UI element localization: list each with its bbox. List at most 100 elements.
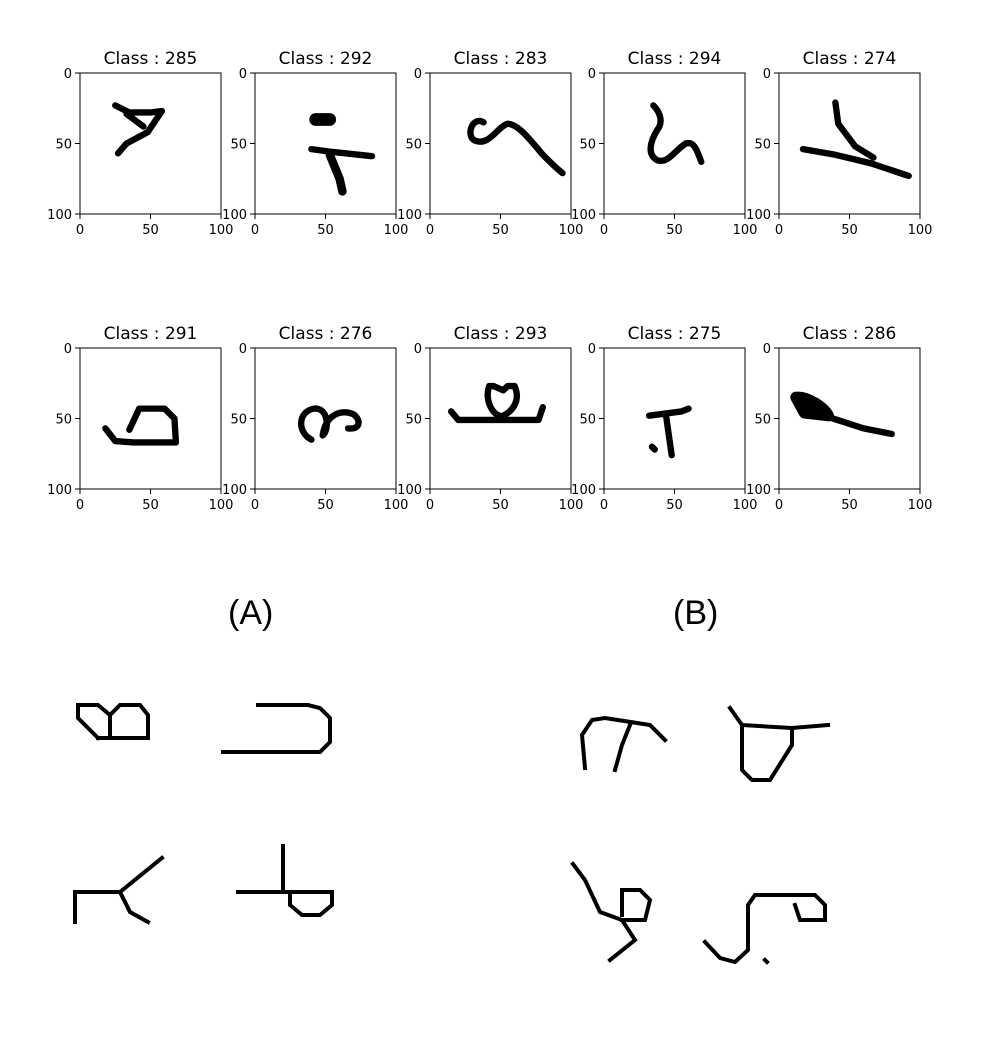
glyph-stroke bbox=[796, 397, 828, 415]
y-tick-label: 50 bbox=[754, 413, 771, 428]
y-tick-label: 100 bbox=[222, 483, 247, 498]
x-tick-label: 100 bbox=[209, 223, 234, 238]
286-icon bbox=[796, 397, 892, 434]
glyph-stroke bbox=[115, 105, 162, 112]
293-icon bbox=[451, 386, 543, 420]
y-tick-label: 0 bbox=[239, 342, 247, 357]
y-tick-label: 50 bbox=[579, 413, 596, 428]
plot-title: Class : 291 bbox=[104, 324, 198, 344]
y-tick-label: 100 bbox=[397, 483, 422, 498]
y-tick-label: 0 bbox=[64, 67, 72, 82]
plot-panel: Class : 275 0 0 50 50 100 100 bbox=[571, 324, 757, 513]
glyph-stroke bbox=[301, 409, 358, 440]
x-tick-label: 100 bbox=[384, 223, 409, 238]
plot-frame bbox=[80, 348, 221, 489]
x-tick-label: 0 bbox=[76, 223, 84, 238]
plot-panel: Class : 292 0 0 50 50 100 100 bbox=[222, 49, 408, 238]
plot-panel: Class : 276 0 0 50 50 100 100 bbox=[222, 324, 408, 513]
x-tick-label: 100 bbox=[908, 498, 933, 513]
y-tick-label: 0 bbox=[414, 342, 422, 357]
sample-stroke bbox=[622, 890, 650, 920]
y-tick-label: 100 bbox=[47, 208, 72, 223]
x-tick-label: 0 bbox=[251, 498, 259, 513]
285-icon bbox=[115, 105, 162, 153]
plot-title: Class : 276 bbox=[279, 324, 373, 344]
294-icon bbox=[651, 105, 702, 161]
y-tick-label: 0 bbox=[763, 67, 771, 82]
274-icon bbox=[803, 103, 909, 176]
x-tick-label: 50 bbox=[492, 498, 509, 513]
sample-stroke bbox=[75, 892, 148, 922]
y-tick-label: 50 bbox=[405, 138, 422, 153]
x-tick-label: 50 bbox=[841, 223, 858, 238]
y-tick-label: 0 bbox=[239, 67, 247, 82]
plot-title: Class : 274 bbox=[803, 49, 897, 69]
x-tick-label: 50 bbox=[317, 498, 334, 513]
plot-title: Class : 286 bbox=[803, 324, 897, 344]
x-tick-label: 50 bbox=[142, 223, 159, 238]
y-tick-label: 100 bbox=[397, 208, 422, 223]
y-tick-label: 100 bbox=[47, 483, 72, 498]
x-tick-label: 50 bbox=[492, 223, 509, 238]
x-tick-label: 100 bbox=[908, 223, 933, 238]
sample-stroke bbox=[120, 858, 162, 892]
y-tick-label: 0 bbox=[414, 67, 422, 82]
y-tick-label: 100 bbox=[222, 208, 247, 223]
y-tick-label: 50 bbox=[55, 413, 72, 428]
plot-frame bbox=[779, 348, 920, 489]
x-tick-label: 100 bbox=[559, 223, 584, 238]
sample-stroke bbox=[223, 705, 330, 752]
x-tick-label: 100 bbox=[559, 498, 584, 513]
plot-title: Class : 292 bbox=[279, 49, 373, 69]
x-tick-label: 0 bbox=[600, 498, 608, 513]
plot-panel: Class : 291 0 0 50 50 100 100 bbox=[47, 324, 233, 513]
glyph-stroke bbox=[651, 105, 702, 161]
y-tick-label: 50 bbox=[754, 138, 771, 153]
x-tick-label: 50 bbox=[142, 498, 159, 513]
sample-stroke bbox=[730, 708, 792, 780]
plot-frame bbox=[604, 73, 745, 214]
y-tick-label: 50 bbox=[230, 138, 247, 153]
x-tick-label: 50 bbox=[841, 498, 858, 513]
plot-panel: Class : 286 0 0 50 50 100 100 bbox=[746, 324, 932, 513]
glyph-stroke bbox=[105, 409, 176, 443]
glyph-stroke bbox=[652, 447, 655, 450]
glyph-stroke bbox=[127, 114, 144, 127]
plot-panel: Class : 293 0 0 50 50 100 100 bbox=[397, 324, 583, 513]
plot-panel: Class : 294 0 0 50 50 100 100 bbox=[571, 49, 757, 238]
276-icon bbox=[301, 409, 358, 440]
glyph-stroke bbox=[835, 103, 873, 158]
plot-title: Class : 275 bbox=[628, 324, 722, 344]
292-icon bbox=[311, 120, 372, 192]
x-tick-label: 0 bbox=[251, 223, 259, 238]
sample-stroke bbox=[792, 725, 828, 728]
plot-title: Class : 285 bbox=[104, 49, 198, 69]
glyph-stroke bbox=[330, 155, 343, 192]
x-tick-label: 0 bbox=[775, 498, 783, 513]
x-tick-label: 0 bbox=[426, 498, 434, 513]
y-tick-label: 100 bbox=[746, 208, 771, 223]
y-tick-label: 0 bbox=[64, 342, 72, 357]
plot-frame bbox=[80, 73, 221, 214]
283-icon bbox=[470, 121, 562, 173]
y-tick-label: 0 bbox=[588, 342, 596, 357]
glyph-stroke bbox=[803, 149, 909, 176]
y-tick-label: 50 bbox=[55, 138, 72, 153]
plot-title: Class : 283 bbox=[454, 49, 548, 69]
sample-glyphs-b bbox=[573, 708, 828, 962]
x-tick-label: 100 bbox=[209, 498, 234, 513]
sample-stroke bbox=[78, 705, 148, 738]
plot-panel: Class : 274 0 0 50 50 100 100 bbox=[746, 49, 932, 238]
x-tick-label: 0 bbox=[775, 223, 783, 238]
y-tick-label: 50 bbox=[405, 413, 422, 428]
x-tick-label: 0 bbox=[426, 223, 434, 238]
x-tick-label: 100 bbox=[733, 498, 758, 513]
glyph-stroke bbox=[488, 386, 517, 416]
glyph-stroke bbox=[470, 121, 562, 173]
y-tick-label: 0 bbox=[763, 342, 771, 357]
275-icon bbox=[649, 409, 688, 456]
plot-title: Class : 294 bbox=[628, 49, 722, 69]
x-tick-label: 100 bbox=[733, 223, 758, 238]
